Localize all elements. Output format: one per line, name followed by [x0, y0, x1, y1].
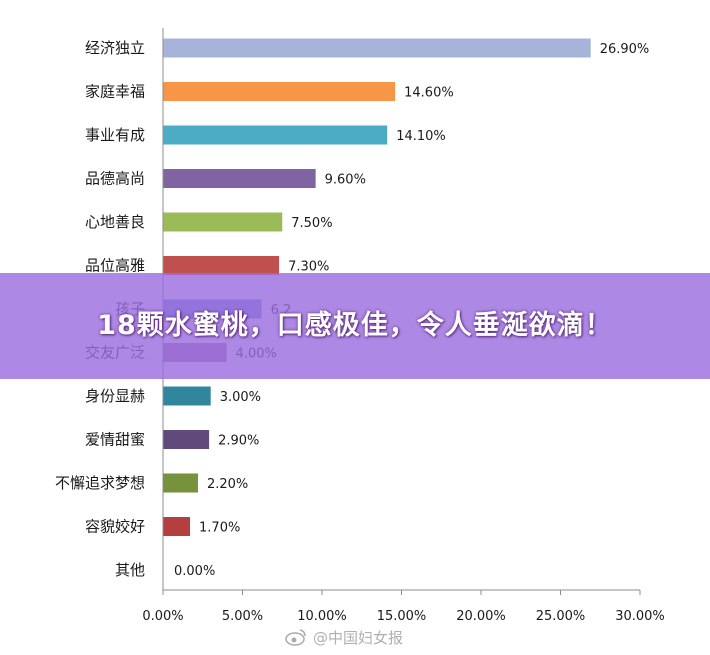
- bar: [163, 38, 591, 58]
- value-label: 3.00%: [220, 390, 261, 405]
- bar: [163, 169, 316, 188]
- x-tick-label: 20.00%: [456, 609, 506, 624]
- category-label: 容貌姣好: [85, 518, 145, 536]
- weibo-icon: [285, 629, 306, 646]
- value-label: 7.30%: [288, 260, 329, 275]
- x-tick-label: 0.00%: [142, 609, 183, 624]
- value-label: 9.60%: [325, 173, 366, 188]
- category-label: 爱情甜蜜: [85, 431, 145, 449]
- value-label: 2.90%: [218, 434, 259, 449]
- bar: [163, 430, 210, 449]
- category-label: 家庭幸福: [85, 83, 145, 101]
- category-label: 不懈追求梦想: [55, 474, 145, 492]
- headline-text: 18颗水蜜桃，口感极佳，令人垂涎欲滴！: [97, 310, 613, 341]
- value-label: 7.50%: [291, 216, 332, 231]
- value-label: 0.00%: [174, 564, 215, 579]
- x-tick-label: 30.00%: [615, 609, 665, 624]
- watermark-text: @中国妇女报: [313, 628, 404, 647]
- bar: [163, 517, 191, 536]
- bar: [163, 256, 280, 275]
- category-label: 品位高雅: [85, 257, 145, 275]
- value-label: 14.60%: [404, 86, 454, 101]
- category-label: 品德高尚: [85, 170, 145, 188]
- category-label: 心地善良: [85, 213, 145, 231]
- x-axis-ticks: 0.00% 5.00% 10.00% 15.00% 20.00% 25.00% 30.00%: [142, 590, 665, 624]
- watermark: @中国妇女报: [285, 624, 403, 650]
- category-label: 身份显赫: [85, 387, 145, 405]
- x-tick-label: 25.00%: [536, 609, 586, 624]
- value-label: 2.20%: [207, 477, 248, 492]
- x-tick-label: 15.00%: [377, 609, 427, 624]
- x-tick-label: 5.00%: [222, 609, 263, 624]
- bar: [163, 212, 283, 232]
- bar: [163, 82, 396, 101]
- value-label: 14.10%: [396, 129, 446, 144]
- bar: [163, 125, 388, 145]
- headline-banner: 18颗水蜜桃，口感极佳，令人垂涎欲滴！: [0, 273, 710, 379]
- value-label: 26.90%: [600, 42, 650, 57]
- bar: [163, 473, 198, 493]
- x-tick-label: 10.00%: [297, 609, 347, 624]
- category-label: 其他: [115, 561, 145, 579]
- category-label: 经济独立: [85, 39, 145, 57]
- category-label: 事业有成: [85, 126, 145, 144]
- bar: [163, 386, 211, 406]
- value-label: 1.70%: [199, 521, 240, 536]
